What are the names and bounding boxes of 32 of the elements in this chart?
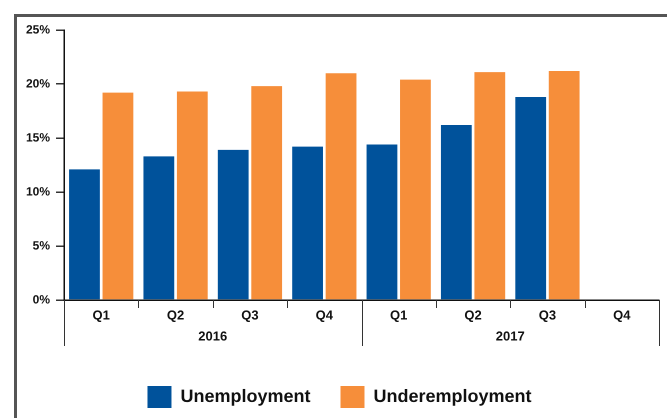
bar xyxy=(474,72,506,300)
bar xyxy=(548,71,580,300)
bar xyxy=(143,156,174,300)
bar xyxy=(326,73,356,300)
bar xyxy=(251,86,282,300)
bar xyxy=(400,80,431,300)
x-tick-label: Q2 xyxy=(464,307,482,322)
x-tick-label: Q4 xyxy=(316,307,334,322)
x-tick-label: Q3 xyxy=(241,307,259,322)
y-tick-label: 20% xyxy=(26,76,50,90)
y-tick-label: 5% xyxy=(32,238,50,252)
bar xyxy=(176,92,208,300)
text: 2016 xyxy=(198,328,228,344)
x-tick-label: Q4 xyxy=(613,307,632,322)
bar xyxy=(515,96,546,300)
y-tick-label: 0% xyxy=(32,292,50,306)
legend-label: Underemployment xyxy=(373,386,532,406)
bar xyxy=(218,150,249,300)
bar xyxy=(292,146,323,300)
x-tick-label: Q1 xyxy=(92,307,110,322)
bar xyxy=(69,169,100,300)
bar xyxy=(366,144,398,300)
x-tick-label: Q2 xyxy=(166,307,184,322)
text: 2017 xyxy=(496,328,525,344)
bar xyxy=(102,92,134,300)
x-tick-label: Q3 xyxy=(538,307,556,322)
y-tick-label: 10% xyxy=(26,184,50,198)
y-tick-label: 15% xyxy=(26,130,50,144)
x-tick-label: Q1 xyxy=(390,307,408,322)
legend-label: Unemployment xyxy=(180,386,311,406)
bar xyxy=(440,125,472,300)
y-tick-label: 25% xyxy=(26,22,50,36)
